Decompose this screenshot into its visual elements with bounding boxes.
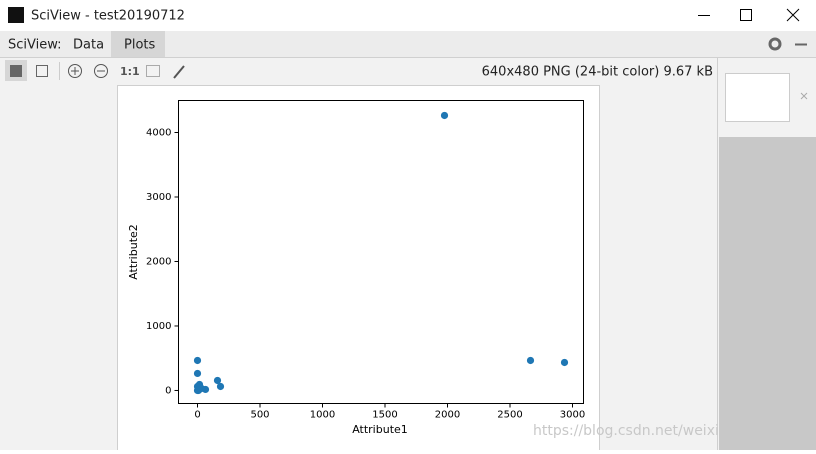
settings-button[interactable] (768, 37, 782, 51)
x-tick-label: 0 (194, 410, 200, 421)
y-tick-label: 0 (165, 385, 171, 396)
x-tick-label: 2000 (435, 410, 460, 421)
grid-button[interactable] (36, 65, 48, 77)
thumbnail-close[interactable] (800, 92, 808, 100)
tab[interactable]: Plots (124, 38, 156, 53)
watermark: https://blog.csdn.net/weixin_43318717 (533, 423, 806, 439)
app-icon (8, 7, 24, 23)
close-button[interactable] (786, 8, 800, 22)
point (560, 358, 569, 367)
image-info: 640x480 PNG (24-bit color) 9.67 kB (482, 65, 713, 80)
point (193, 356, 202, 365)
maximize-button[interactable] (740, 9, 752, 21)
window-title: SciView - test20190712 (31, 9, 185, 24)
tab-active-bg (111, 31, 165, 58)
point (193, 369, 202, 378)
x-tick-label: 3000 (560, 410, 585, 421)
zoom-out-button[interactable] (94, 64, 108, 78)
axes-frame (178, 100, 584, 404)
actual-size-button[interactable]: 1:1 (120, 65, 140, 78)
y-axis-label: Attribute2 (127, 224, 140, 280)
x-axis-label: Attribute1 (352, 423, 408, 436)
chessboard-button[interactable] (10, 65, 22, 77)
x-tick-label: 1500 (372, 410, 397, 421)
x-tick-label: 2500 (497, 410, 522, 421)
point (216, 382, 225, 391)
zoom-in-button[interactable] (68, 64, 82, 78)
tab[interactable]: Data (73, 38, 104, 53)
point (526, 356, 535, 365)
x-tick-label: 1000 (310, 410, 335, 421)
y-tick-label: 1000 (146, 321, 171, 332)
sciview-label: SciView: (8, 38, 62, 53)
y-tick-label: 2000 (146, 256, 171, 267)
point (194, 386, 203, 395)
color-picker-button[interactable] (173, 65, 185, 79)
point (440, 111, 449, 120)
y-tick-label: 3000 (146, 192, 171, 203)
thumbnail[interactable] (725, 73, 790, 122)
fit-button[interactable] (146, 65, 160, 77)
y-tick-label: 4000 (146, 127, 171, 138)
point (213, 376, 222, 385)
x-tick-label: 500 (250, 410, 269, 421)
point (201, 385, 210, 394)
panel-empty (719, 137, 816, 450)
title-bar (0, 0, 816, 31)
